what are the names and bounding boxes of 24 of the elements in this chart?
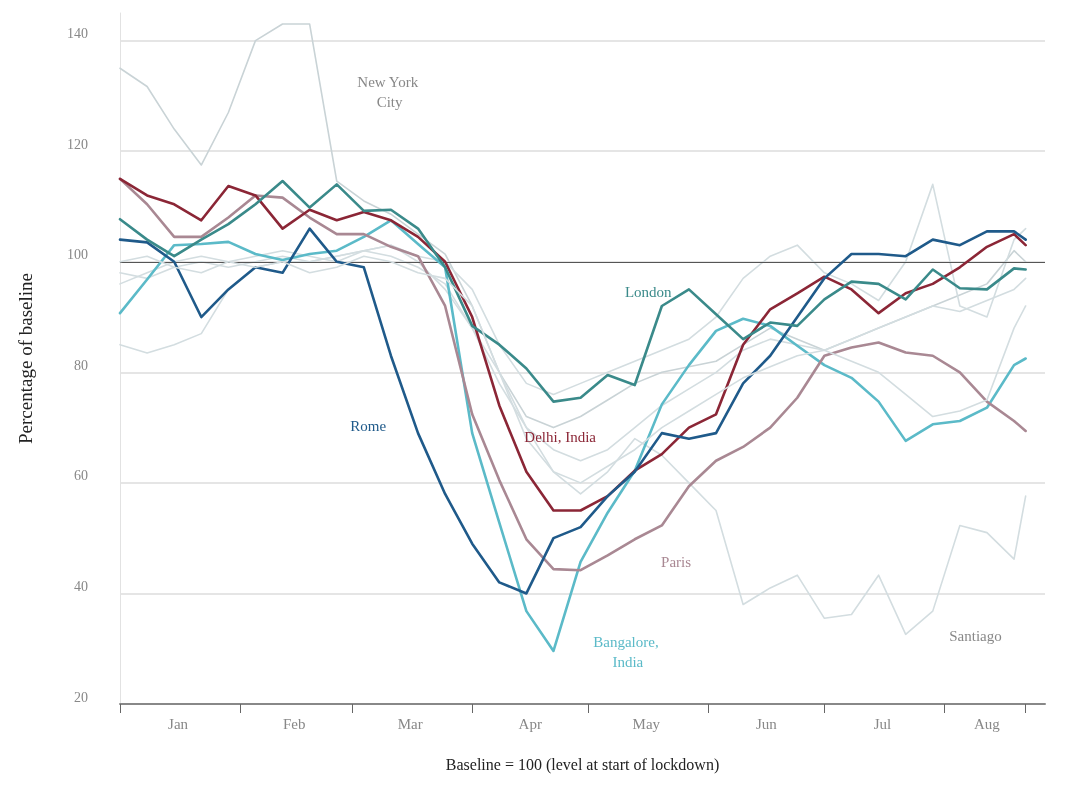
x-tick-label: Jul — [873, 715, 892, 732]
y-tick-label: 60 — [74, 468, 88, 484]
x-tick-label: Aug — [974, 715, 1001, 732]
x-tick-label: Apr — [518, 715, 542, 732]
x-tick-label: Mar — [397, 715, 423, 732]
y-tick-label: 40 — [74, 578, 88, 594]
x-tick-label: Feb — [282, 715, 306, 732]
annotation: New York City — [357, 73, 422, 110]
y-axis-title: Percentage of baseline — [15, 273, 36, 444]
annotation: Rome — [350, 418, 387, 435]
annotation: Delhi, India — [524, 429, 597, 446]
annotation: London — [624, 284, 673, 301]
y-tick-label: 120 — [67, 136, 88, 152]
annotation: Bangalore, India — [593, 634, 663, 671]
x-tick-label: May — [632, 715, 661, 732]
x-tick-label: Jun — [755, 715, 778, 732]
x-axis-title: Baseline = 100 (level at start of lockdown) — [445, 755, 720, 774]
y-tick-label: 80 — [74, 357, 88, 373]
annotation: Paris — [661, 554, 692, 571]
y-tick-label: 20 — [74, 689, 88, 705]
annotation: Santiago — [949, 628, 1002, 645]
y-tick-label: 100 — [67, 247, 88, 263]
x-tick-label: Jan — [168, 715, 189, 732]
y-tick-label: 140 — [67, 26, 88, 42]
